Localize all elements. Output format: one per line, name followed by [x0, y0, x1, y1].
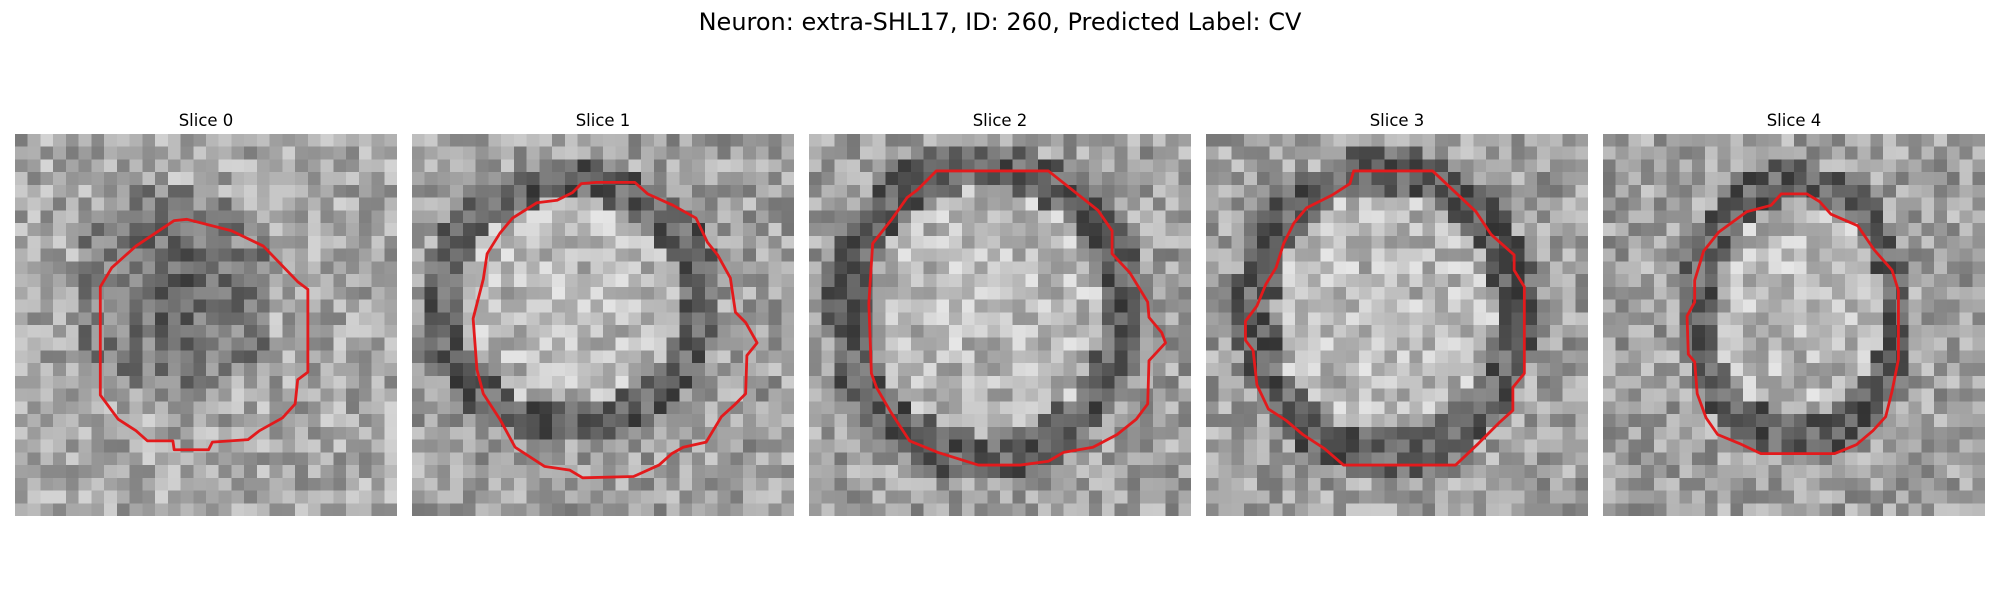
slice-pixel-grid	[809, 134, 1191, 516]
slice-image	[15, 134, 397, 516]
slice-image	[1603, 134, 1985, 516]
segmentation-contour	[867, 169, 1167, 467]
slice-pixel-grid	[1603, 134, 1985, 516]
slice-panel-1: Slice 1	[412, 110, 794, 516]
slice-pixel-grid	[1206, 134, 1588, 516]
slice-title: Slice 3	[1369, 111, 1425, 130]
slice-panel-0: Slice 0	[15, 110, 397, 516]
segmentation-contour	[1685, 192, 1900, 456]
slice-image	[1206, 134, 1588, 516]
slice-title: Slice 1	[575, 111, 631, 130]
slice-panel-2: Slice 2	[809, 110, 1191, 516]
slice-title: Slice 0	[178, 111, 234, 130]
slice-pixel-grid	[15, 134, 397, 516]
slice-image	[412, 134, 794, 516]
slice-panel-4: Slice 4	[1603, 110, 1985, 516]
figure-title: Neuron: extra-SHL17, ID: 260, Predicted …	[698, 8, 1302, 36]
slice-pixel-grid	[412, 134, 794, 516]
segmentation-contour	[1244, 169, 1526, 467]
segmentation-contour	[471, 180, 759, 480]
segmentation-contour	[98, 217, 310, 452]
slice-image	[809, 134, 1191, 516]
slice-panel-3: Slice 3	[1206, 110, 1588, 516]
slice-title: Slice 2	[972, 111, 1028, 130]
slice-title: Slice 4	[1766, 111, 1822, 130]
